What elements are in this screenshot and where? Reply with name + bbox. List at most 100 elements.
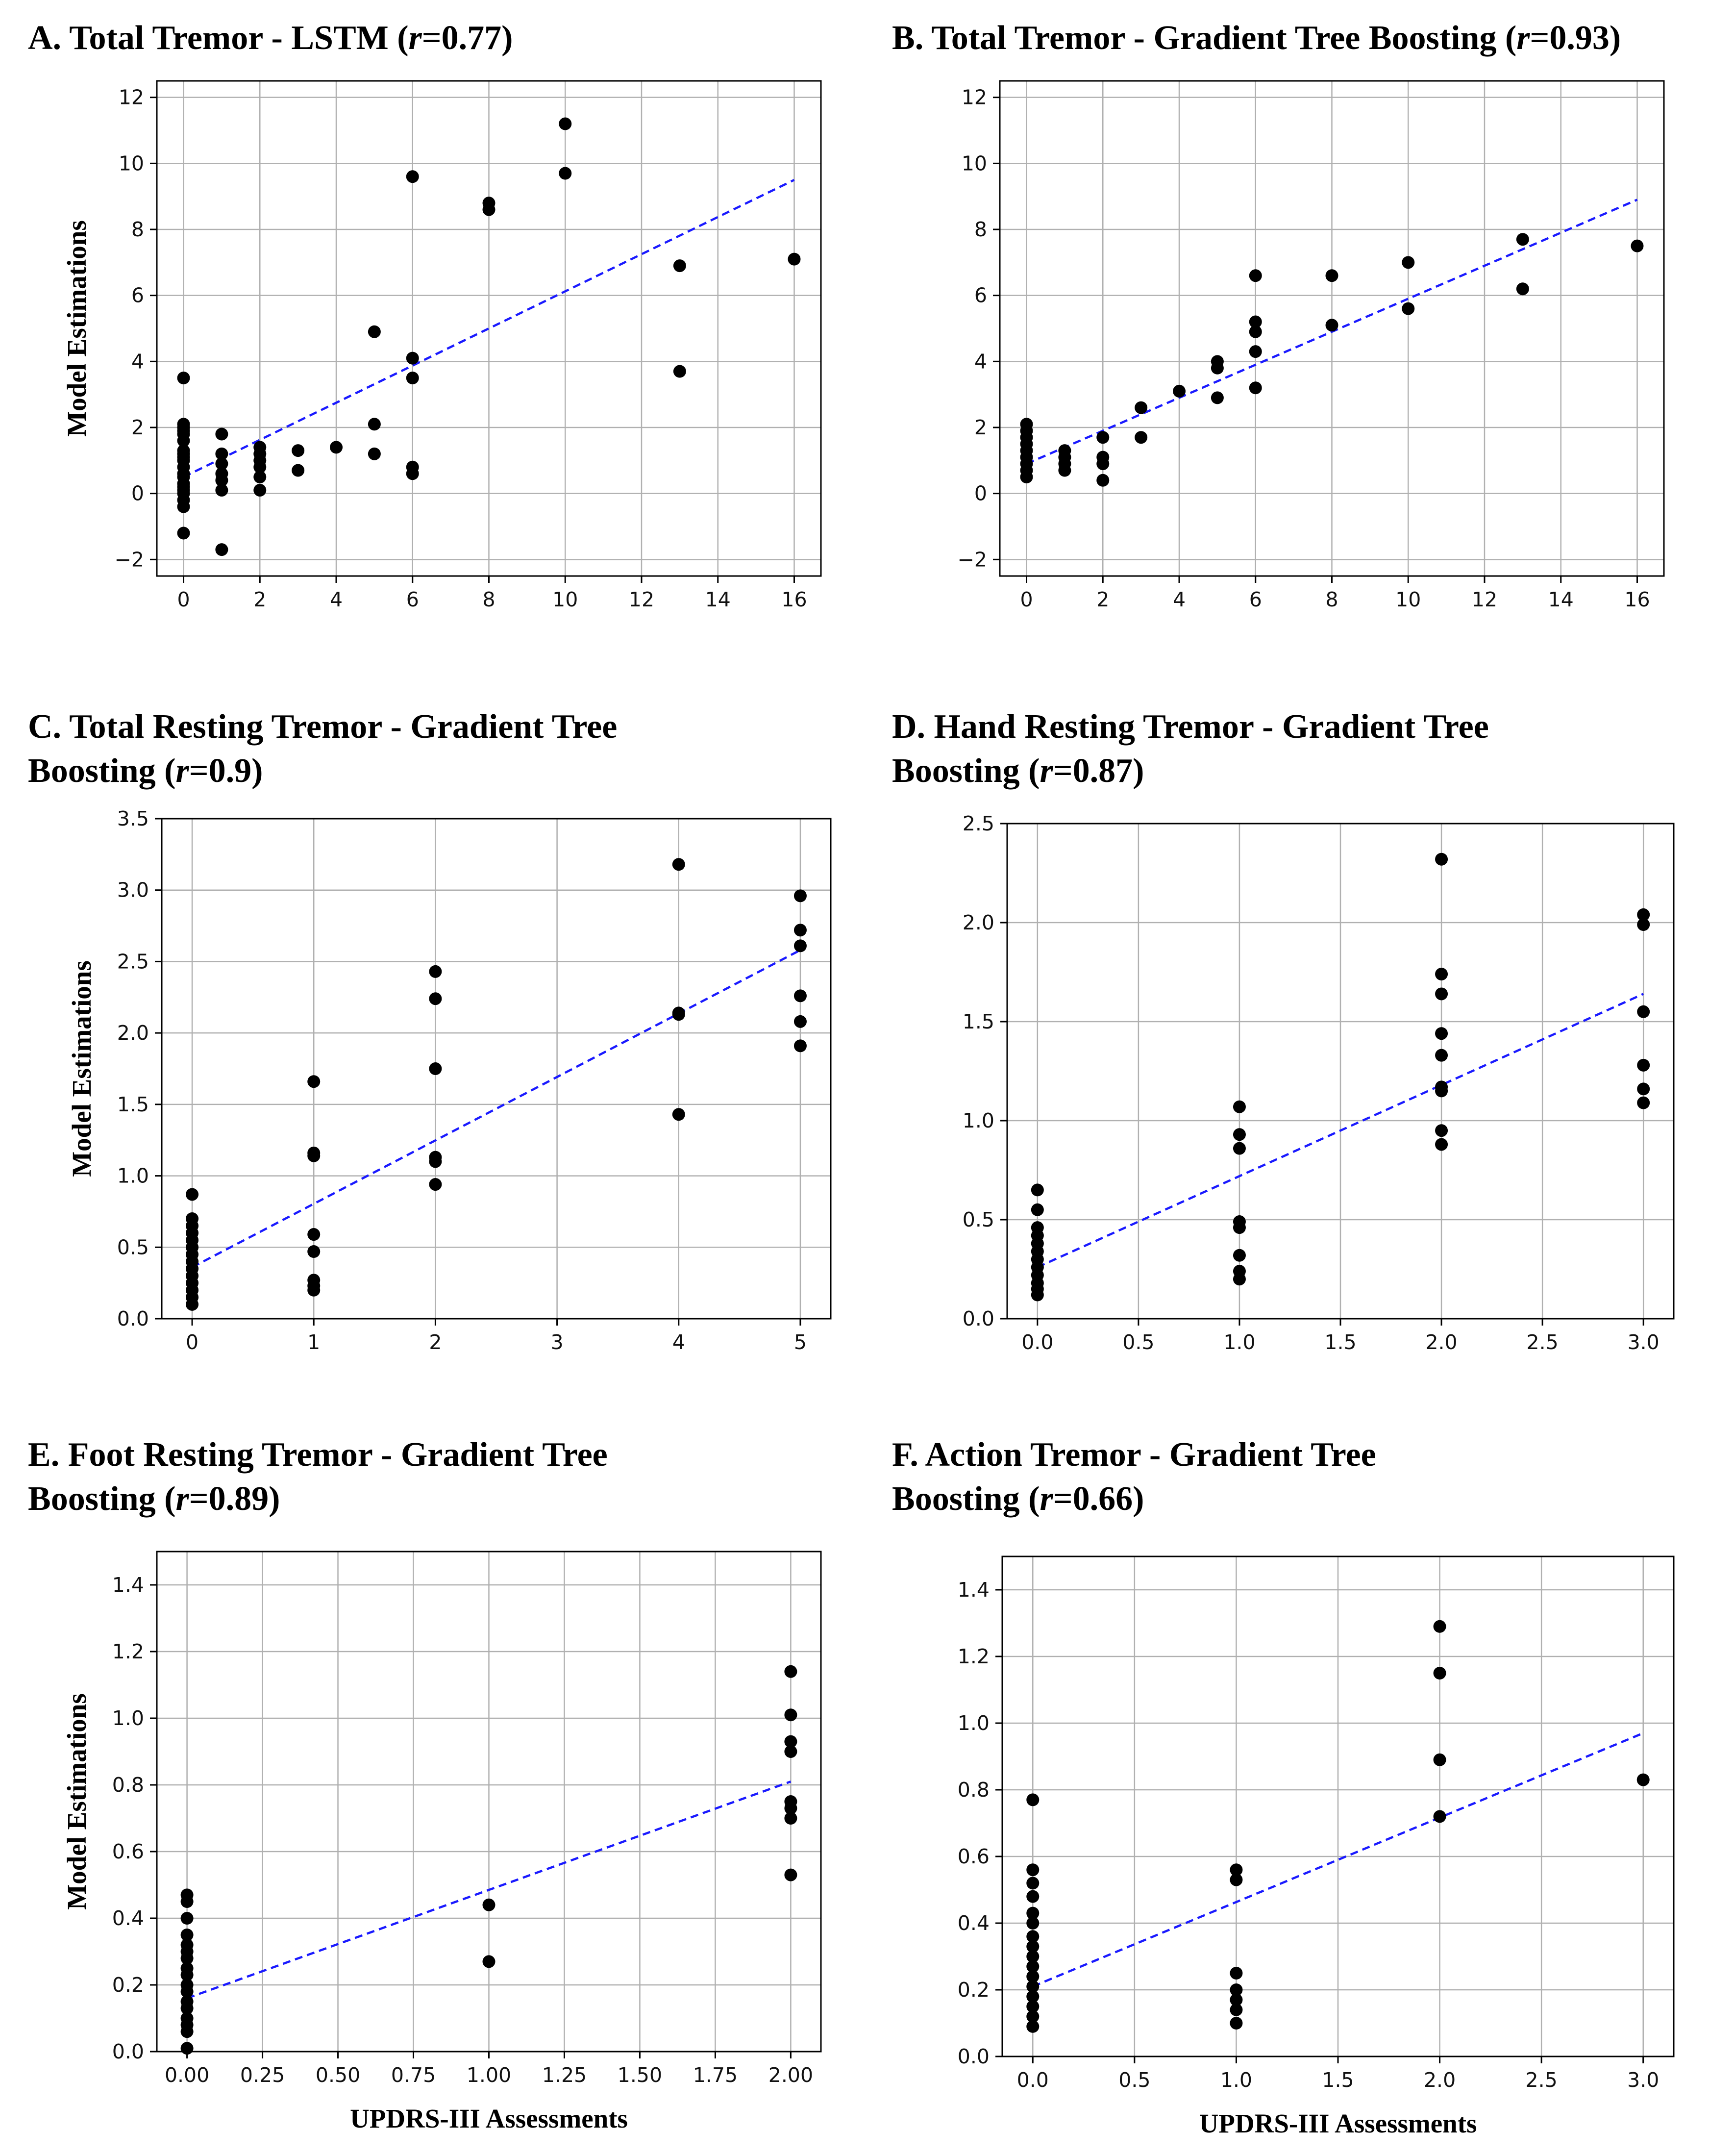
x-tick-label: 5 — [794, 1330, 807, 1354]
data-point — [429, 965, 442, 978]
y-tick-label: 10 — [962, 151, 987, 175]
data-point — [1058, 464, 1071, 477]
data-point — [1135, 431, 1148, 444]
y-tick-label: 0 — [974, 482, 987, 505]
data-point — [1026, 1793, 1040, 1806]
x-axis-label: UPDRS-III Assessments — [350, 2104, 628, 2133]
data-point — [253, 483, 267, 497]
data-point — [1135, 401, 1148, 414]
y-tick-label: 8 — [131, 218, 144, 241]
data-point — [784, 1665, 797, 1678]
data-point — [307, 1149, 321, 1162]
y-tick-label: 1.4 — [958, 1578, 990, 1602]
data-point — [482, 1955, 495, 1968]
data-point — [180, 2025, 194, 2038]
y-tick-label: −2 — [115, 548, 144, 571]
data-point — [784, 1868, 797, 1881]
data-point — [186, 1298, 199, 1311]
data-point — [559, 167, 572, 180]
y-tick-label: 2.0 — [963, 911, 994, 934]
data-point — [1637, 918, 1650, 931]
data-point — [1031, 1288, 1044, 1302]
y-axis-label: Model Estimations — [67, 960, 97, 1177]
data-point — [1636, 1773, 1650, 1786]
data-point — [788, 252, 801, 266]
data-point — [1249, 269, 1262, 282]
data-point — [1433, 1753, 1446, 1766]
data-point — [1230, 1967, 1243, 1980]
regression-fit-line — [186, 1780, 792, 2000]
x-tick-label: 4 — [672, 1330, 685, 1354]
y-tick-label: 0.0 — [117, 1307, 149, 1330]
data-point — [1637, 1082, 1650, 1096]
data-point — [1435, 1138, 1448, 1151]
data-point — [330, 441, 343, 454]
data-point — [1026, 1906, 1040, 1920]
x-tick-label: 2.00 — [768, 2063, 813, 2087]
x-tick-label: 16 — [781, 588, 807, 611]
y-tick-label: 1.2 — [112, 1640, 144, 1663]
y-tick-label: 2.0 — [117, 1021, 149, 1045]
data-point — [1173, 384, 1186, 398]
data-point — [406, 170, 419, 183]
data-point — [672, 1108, 685, 1121]
data-point — [368, 447, 381, 460]
data-point — [307, 1075, 321, 1088]
data-point — [793, 924, 807, 937]
y-tick-label: 6 — [131, 284, 144, 307]
x-tick-label: 4 — [1173, 588, 1186, 611]
y-tick-label: 4 — [974, 350, 987, 373]
x-tick-label: 6 — [406, 588, 419, 611]
data-point — [1096, 474, 1110, 487]
y-tick-label: −2 — [958, 548, 987, 571]
data-point — [180, 2042, 194, 2055]
y-tick-label: 0.8 — [958, 1778, 990, 1802]
data-point — [482, 1898, 495, 1911]
x-tick-label: 0.25 — [240, 2063, 285, 2087]
data-point — [253, 471, 267, 483]
chart-title-line: E. Foot Resting Tremor - Gradient Tree — [28, 1436, 608, 1474]
y-tick-label: 2.5 — [963, 812, 994, 835]
data-point — [1433, 1667, 1446, 1680]
chart-title-line: B. Total Tremor - Gradient Tree Boosting… — [892, 19, 1621, 57]
x-tick-label: 10 — [552, 588, 578, 611]
data-point — [1249, 325, 1262, 338]
x-tick-label: 14 — [705, 588, 731, 611]
x-tick-label: 1.50 — [618, 2063, 662, 2087]
y-axis-label: Model Estimations — [62, 220, 92, 437]
data-point — [215, 427, 228, 441]
y-tick-label: 1.0 — [117, 1164, 149, 1188]
x-tick-label: 0 — [177, 588, 190, 611]
data-point — [1026, 2000, 1040, 2013]
data-point — [1249, 381, 1262, 395]
data-point — [1230, 1873, 1243, 1886]
data-point — [406, 467, 419, 480]
data-point — [784, 1812, 797, 1825]
x-tick-label: 2 — [429, 1330, 442, 1354]
x-tick-label: 6 — [1249, 588, 1262, 611]
chart-panel-a: A. Total Tremor - LSTM (r=0.77) 0 2 4 6 8 10 12… — [28, 19, 822, 611]
data-point — [215, 474, 228, 487]
x-tick-label: 3 — [551, 1330, 564, 1354]
x-tick-label: 1.5 — [1324, 1330, 1356, 1354]
data-point — [177, 526, 190, 540]
y-tick-label: 0.2 — [112, 1973, 144, 1997]
y-axis-label: Model Estimations — [62, 1693, 92, 1910]
data-point — [1631, 239, 1644, 252]
data-point — [1026, 1940, 1040, 1953]
data-point — [1249, 315, 1262, 328]
y-tick-label: 0.6 — [958, 1845, 990, 1868]
x-tick-label: 3.0 — [1628, 1330, 1659, 1354]
x-tick-label: 1.00 — [467, 2063, 511, 2087]
data-point — [1096, 431, 1110, 444]
y-tick-label: 12 — [119, 86, 144, 109]
data-point — [559, 117, 572, 130]
plot-frame — [161, 818, 832, 1320]
data-point — [429, 1155, 442, 1168]
chart-title-line: C. Total Resting Tremor - Gradient Tree — [28, 708, 617, 746]
data-point — [406, 372, 419, 384]
y-tick-label: 0.0 — [112, 2040, 144, 2063]
data-point — [1233, 1221, 1246, 1234]
regression-fit-line — [1032, 1732, 1644, 1988]
